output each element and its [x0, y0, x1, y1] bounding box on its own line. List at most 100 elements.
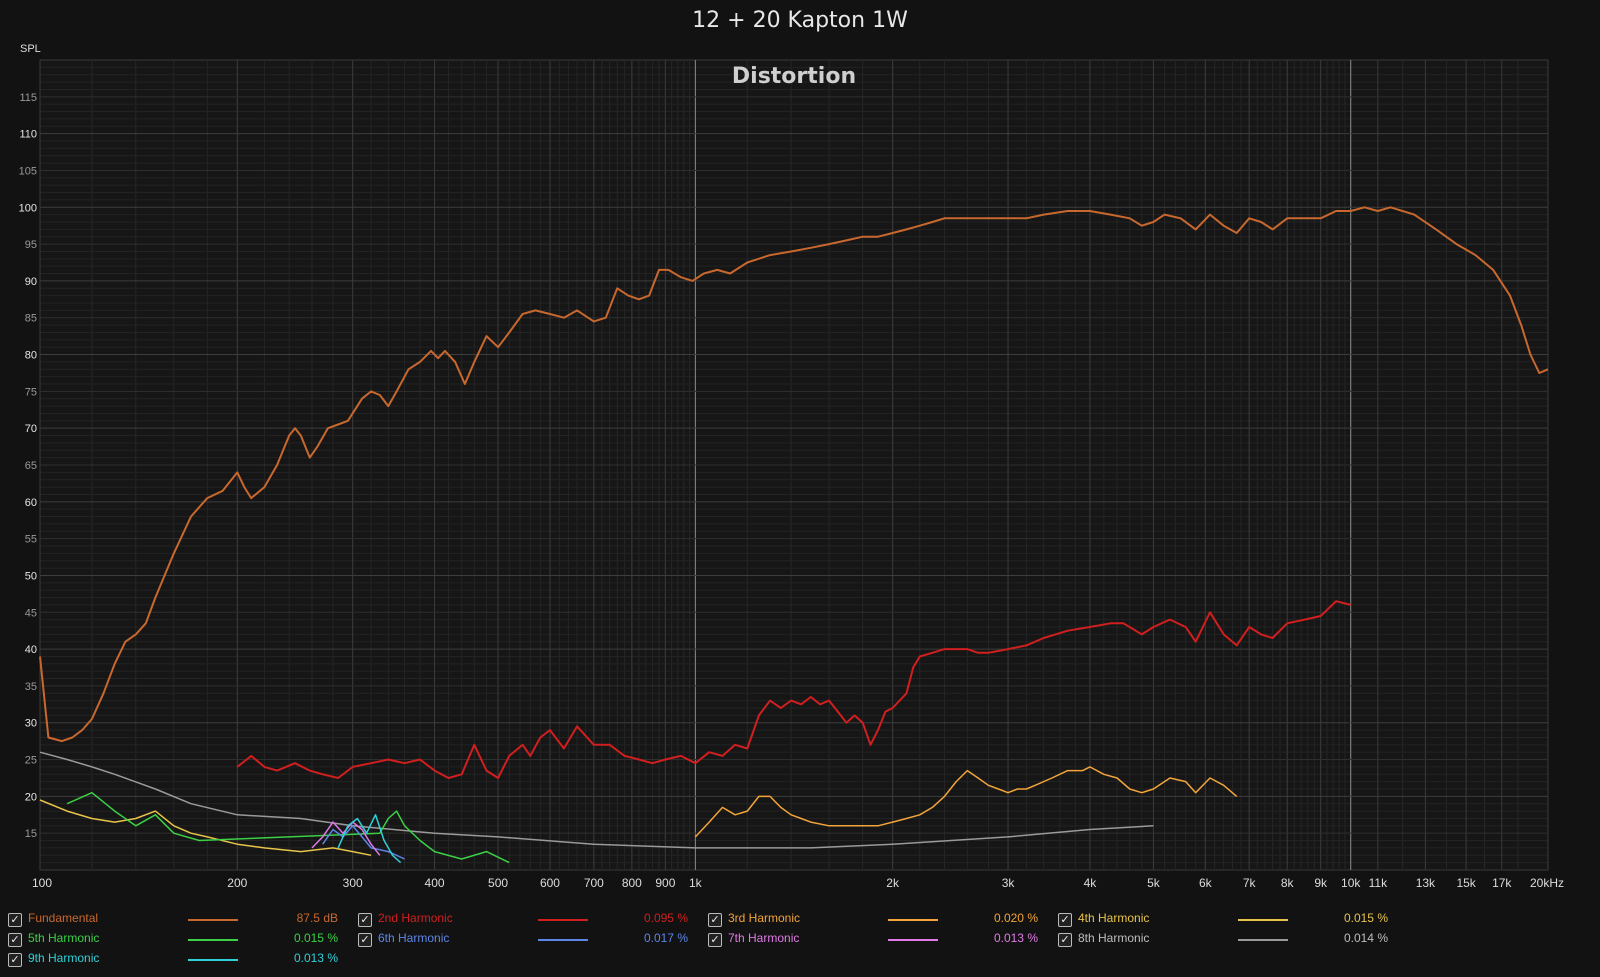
- legend-item-h4[interactable]: ✓ 4th Harmonic 0.015 %: [1058, 910, 1398, 930]
- y-tick-label: 50: [25, 570, 37, 582]
- legend-label: 3rd Harmonic: [728, 911, 801, 925]
- x-tick-label: 15k: [1456, 876, 1476, 890]
- check-icon[interactable]: ✓: [8, 913, 22, 927]
- legend-label: 9th Harmonic: [28, 951, 100, 965]
- check-icon[interactable]: ✓: [358, 933, 372, 947]
- legend-value: 0.014 %: [1343, 931, 1388, 945]
- check-icon[interactable]: ✓: [708, 913, 722, 927]
- legend-item-fundamental[interactable]: ✓ Fundamental 87.5 dB: [8, 910, 348, 930]
- series-line-h5: [66, 791, 510, 864]
- y-tick-label: 55: [25, 534, 37, 546]
- legend-swatch: [888, 939, 938, 941]
- check-icon[interactable]: ✓: [1058, 913, 1072, 927]
- series-line-fundamental: [39, 206, 1549, 743]
- legend-swatch: [1238, 939, 1288, 941]
- x-tick-label: 11k: [1369, 876, 1388, 890]
- chart-title: 12 + 20 Kapton 1W: [692, 8, 908, 33]
- legend-value: 0.095 %: [643, 911, 688, 925]
- y-axis-label: SPL: [20, 43, 41, 55]
- major-grid: [39, 60, 1549, 870]
- legend-item-h2[interactable]: ✓ 2nd Harmonic 0.095 %: [358, 910, 698, 930]
- check-icon[interactable]: ✓: [8, 933, 22, 947]
- legend-value: 0.020 %: [993, 911, 1038, 925]
- series-line-h8: [39, 751, 1154, 849]
- y-tick-label: 15: [25, 828, 37, 840]
- y-tick-label: 20: [25, 791, 37, 803]
- legend-swatch: [188, 919, 238, 921]
- x-tick-label: 5k: [1147, 876, 1161, 890]
- x-tick-label: 17k: [1492, 876, 1512, 890]
- legend-label: 2nd Harmonic: [378, 911, 453, 925]
- x-tick-label: 3k: [1002, 876, 1016, 890]
- legend-value: 0.015 %: [293, 931, 338, 945]
- legend-swatch: [538, 919, 588, 921]
- series-lines: [39, 206, 1549, 864]
- series-line-h2: [236, 600, 1351, 779]
- legend-item-h9[interactable]: ✓ 9th Harmonic 0.013 %: [8, 950, 348, 970]
- series-line-h3: [694, 766, 1238, 838]
- y-tick-label: 75: [25, 386, 37, 398]
- legend-swatch: [538, 939, 588, 941]
- legend-value: 0.017 %: [643, 931, 688, 945]
- y-tick-label: 100: [19, 202, 37, 214]
- y-tick-label: 40: [25, 644, 37, 656]
- chart-subtitle: Distortion: [732, 64, 856, 89]
- x-tick-label: 10k: [1341, 876, 1361, 890]
- x-tick-label: 8k: [1281, 876, 1295, 890]
- legend-swatch: [188, 959, 238, 961]
- legend-item-h5[interactable]: ✓ 5th Harmonic 0.015 %: [8, 930, 348, 950]
- x-tick-label: 400: [425, 876, 445, 890]
- check-icon[interactable]: ✓: [708, 933, 722, 947]
- y-tick-label: 80: [25, 350, 37, 362]
- series-line-h4: [39, 799, 372, 857]
- x-axis-ticks: 100 200 300 400 500 600 700 800 900 1k 2k 3k 4k 5k 6k 7…: [32, 876, 1564, 890]
- y-tick-label: 25: [25, 755, 37, 767]
- y-tick-label: 115: [19, 92, 37, 104]
- x-tick-label: 700: [584, 876, 604, 890]
- series-line-h6: [322, 825, 405, 860]
- x-tick-label: 900: [655, 876, 675, 890]
- x-tick-label: 20kHz: [1530, 876, 1564, 890]
- legend-label: 4th Harmonic: [1078, 911, 1150, 925]
- x-tick-label: 13k: [1416, 876, 1436, 890]
- y-tick-label: 60: [25, 497, 37, 509]
- legend-value: 0.013 %: [993, 931, 1038, 945]
- legend-value: 0.013 %: [293, 951, 338, 965]
- x-tick-label: 1k: [689, 876, 703, 890]
- y-tick-label: 70: [25, 423, 37, 435]
- check-icon[interactable]: ✓: [1058, 933, 1072, 947]
- y-tick-label: 90: [25, 276, 37, 288]
- x-tick-label: 200: [227, 876, 247, 890]
- legend-swatch: [188, 939, 238, 941]
- x-tick-label: 100: [32, 876, 52, 890]
- x-tick-label: 4k: [1084, 876, 1098, 890]
- distortion-chart: 15 20 25 30 35 40 45 50 55 60 65 70 75 80 85 90 95 100 105…: [19, 43, 1564, 890]
- legend-swatch: [888, 919, 938, 921]
- legend-label: 6th Harmonic: [378, 931, 450, 945]
- y-tick-label: 30: [25, 718, 37, 730]
- legend-value: 0.015 %: [1343, 911, 1388, 925]
- legend-label: 8th Harmonic: [1078, 931, 1150, 945]
- y-tick-label: 85: [25, 313, 37, 325]
- legend-item-h3[interactable]: ✓ 3rd Harmonic 0.020 %: [708, 910, 1048, 930]
- check-icon[interactable]: ✓: [8, 953, 22, 967]
- y-tick-label: 105: [19, 165, 37, 177]
- series-line-h9: [337, 814, 402, 864]
- x-tick-label: 7k: [1243, 876, 1257, 890]
- x-tick-label: 500: [488, 876, 508, 890]
- legend: ✓ Fundamental 87.5 dB ✓ 2nd Harmonic 0.095 % ✓…: [0, 910, 1600, 977]
- x-tick-label: 800: [622, 876, 642, 890]
- y-tick-label: 35: [25, 681, 37, 693]
- y-tick-label: 45: [25, 607, 37, 619]
- x-tick-label: 600: [540, 876, 560, 890]
- legend-label: 7th Harmonic: [728, 931, 800, 945]
- legend-swatch: [1238, 919, 1288, 921]
- x-tick-label: 2k: [886, 876, 900, 890]
- x-tick-label: 6k: [1199, 876, 1213, 890]
- check-icon[interactable]: ✓: [358, 913, 372, 927]
- legend-item-h7[interactable]: ✓ 7th Harmonic 0.013 %: [708, 930, 1048, 950]
- legend-label: Fundamental: [28, 911, 99, 925]
- legend-item-h6[interactable]: ✓ 6th Harmonic 0.017 %: [358, 930, 698, 950]
- y-axis-ticks: 15 20 25 30 35 40 45 50 55 60 65 70 75 80 85 90 95 100 105…: [19, 92, 37, 840]
- legend-item-h8[interactable]: ✓ 8th Harmonic 0.014 %: [1058, 930, 1398, 950]
